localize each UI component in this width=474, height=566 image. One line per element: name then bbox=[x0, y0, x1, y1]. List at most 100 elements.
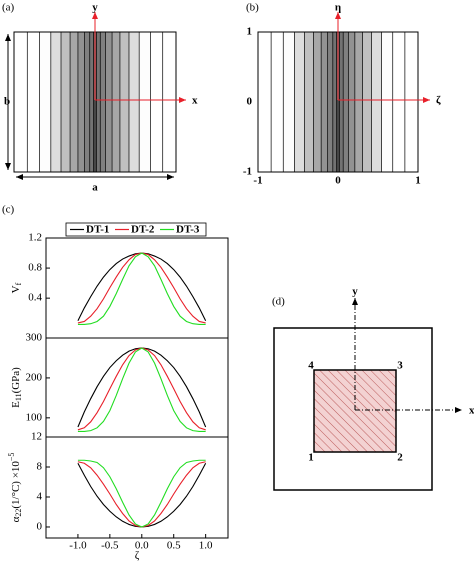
label-part: E bbox=[10, 401, 22, 408]
y-tick-label: 4 bbox=[37, 491, 43, 503]
legend-label: DT-2 bbox=[131, 224, 155, 236]
mesh-cell bbox=[371, 32, 382, 172]
mesh-cell bbox=[332, 32, 337, 172]
dim-label: a bbox=[92, 182, 98, 194]
y-axis-label: E11(GPa) bbox=[10, 367, 23, 408]
panel-label: (d) bbox=[272, 296, 285, 308]
label-part: −5 bbox=[7, 453, 16, 462]
mesh-cell bbox=[313, 32, 322, 172]
x-tick-label: -1 bbox=[253, 175, 262, 187]
dim-label: b bbox=[4, 96, 10, 108]
mesh-cell bbox=[139, 32, 151, 172]
x-tick-label: -1.0 bbox=[69, 540, 87, 552]
mesh-cell bbox=[100, 32, 106, 172]
x-tick-label: 0.5 bbox=[167, 540, 181, 552]
panel-label: (c) bbox=[2, 204, 15, 216]
mesh-cell bbox=[354, 32, 363, 172]
mesh-cell bbox=[70, 32, 78, 172]
mesh-cell bbox=[14, 32, 28, 172]
mesh-cell bbox=[362, 32, 372, 172]
series-line bbox=[77, 252, 206, 326]
y-tick-label: 12 bbox=[31, 431, 42, 443]
y-axis-label: Vf bbox=[10, 282, 23, 293]
y-axis-label: α22(1/°C) ×10−5 bbox=[7, 453, 23, 523]
panel-label: (a) bbox=[2, 2, 15, 14]
mesh-cell bbox=[84, 32, 90, 172]
mesh-cell bbox=[61, 32, 71, 172]
y-tick-label: 1.2 bbox=[28, 232, 42, 244]
corner-label: 4 bbox=[308, 360, 314, 372]
mesh-cell bbox=[162, 32, 176, 172]
panel-label: (b) bbox=[246, 2, 259, 14]
label-part: (1/°C) ×10 bbox=[10, 461, 22, 509]
mesh-cell bbox=[327, 32, 333, 172]
panel-d: (d) y x 1 2 3 4 bbox=[272, 286, 474, 491]
mesh-cell bbox=[89, 32, 94, 172]
series-line bbox=[77, 252, 207, 321]
y-tick-label: 0.4 bbox=[28, 292, 42, 304]
mesh-cell bbox=[304, 32, 314, 172]
mesh-cell bbox=[258, 32, 272, 172]
label-part: (GPa) bbox=[10, 367, 22, 394]
mesh-cell bbox=[336, 32, 338, 172]
inner-square bbox=[313, 369, 397, 453]
axis-label: y bbox=[352, 286, 358, 298]
y-tick-label: 1 bbox=[247, 26, 253, 38]
y-tick-label: 100 bbox=[26, 411, 43, 423]
series-line bbox=[77, 347, 206, 432]
mesh-cell bbox=[348, 32, 355, 172]
mesh-cell bbox=[404, 32, 418, 172]
mesh-cell bbox=[321, 32, 328, 172]
x-axis-label: ζ bbox=[135, 550, 140, 562]
mesh-cell bbox=[96, 32, 101, 172]
axis-label: y bbox=[92, 2, 98, 14]
x-tick-label: 0.0 bbox=[135, 540, 149, 552]
series-line bbox=[77, 462, 207, 528]
axis-label: x bbox=[192, 95, 198, 107]
mesh-cell bbox=[343, 32, 349, 172]
axis-label: x bbox=[469, 405, 474, 417]
mesh-cell bbox=[381, 32, 393, 172]
mesh-cell bbox=[119, 32, 129, 172]
label-part: V bbox=[10, 285, 22, 293]
label-part: α bbox=[10, 516, 22, 522]
mesh-cell bbox=[283, 32, 295, 172]
x-tick-label: -0.5 bbox=[101, 540, 119, 552]
plot-frame bbox=[45, 237, 229, 539]
corner-label: 3 bbox=[397, 360, 403, 372]
x-tick-label: 1 bbox=[415, 175, 421, 187]
y-tick-label: 300 bbox=[26, 332, 43, 344]
y-tick-label: 0.8 bbox=[28, 262, 42, 274]
legend bbox=[65, 222, 207, 237]
mesh-cell bbox=[112, 32, 120, 172]
x-tick-label: 0 bbox=[335, 175, 341, 187]
y-tick-label: 0 bbox=[247, 96, 253, 108]
axis-label: η bbox=[335, 2, 341, 14]
mesh-cell bbox=[95, 32, 97, 172]
mesh-cell bbox=[93, 32, 95, 172]
y-tick-label: 200 bbox=[26, 371, 43, 383]
mesh-cell bbox=[77, 32, 85, 172]
axis-label: ζ bbox=[436, 95, 441, 107]
x-tick-label: 1.0 bbox=[199, 540, 213, 552]
series-line bbox=[77, 459, 206, 528]
panel-a: (a) b a y x bbox=[2, 2, 198, 194]
outer-square bbox=[273, 327, 433, 491]
mesh-cell bbox=[338, 32, 340, 172]
legend-label: DT-3 bbox=[176, 224, 200, 236]
corner-label: 1 bbox=[308, 452, 314, 464]
series-line bbox=[77, 252, 206, 324]
series-line bbox=[77, 347, 206, 431]
mesh-cell bbox=[271, 32, 284, 172]
series-line bbox=[77, 461, 206, 528]
panel-b: (b) η ζ -1 0 1 -1 0 1 bbox=[243, 2, 441, 187]
mesh-cell bbox=[105, 32, 113, 172]
mesh-cell bbox=[39, 32, 51, 172]
mesh-cell bbox=[294, 32, 305, 172]
label-part: 22 bbox=[14, 509, 23, 517]
label-part: 11 bbox=[14, 393, 23, 401]
y-tick-label: -1 bbox=[243, 166, 252, 178]
mesh-cell bbox=[339, 32, 344, 172]
panel-c: (c) ζ DT-1 DT-2 DT-30.40.81.2Vf100200300E1… bbox=[2, 204, 229, 562]
